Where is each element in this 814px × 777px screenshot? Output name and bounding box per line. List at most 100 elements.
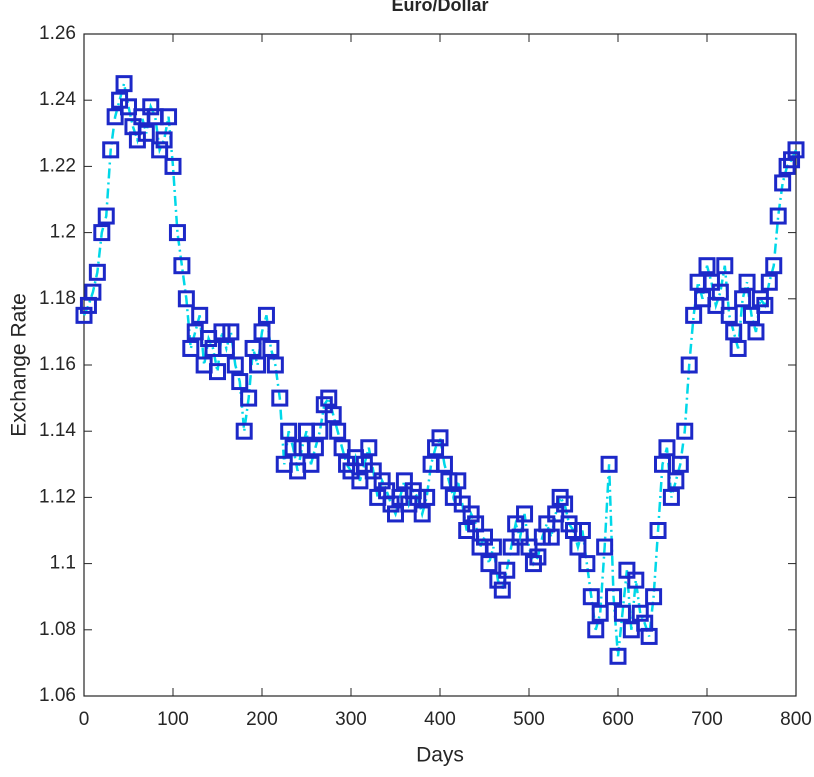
data-marker	[453, 495, 471, 513]
y-tick-label: 1.06	[39, 685, 76, 706]
data-marker	[75, 306, 93, 324]
y-tick-label: 1.2	[50, 222, 76, 243]
data-marker	[137, 124, 155, 142]
data-marker	[387, 505, 404, 523]
data-marker	[725, 323, 743, 341]
data-marker	[760, 273, 778, 291]
data-marker	[582, 588, 600, 606]
data-marker	[654, 455, 671, 473]
data-marker	[476, 528, 493, 546]
data-marker	[702, 273, 720, 291]
data-marker	[235, 422, 253, 440]
data-marker	[480, 555, 498, 573]
data-marker	[498, 561, 516, 579]
data-marker	[115, 75, 133, 93]
data-marker	[409, 488, 427, 506]
data-marker	[738, 273, 756, 291]
x-tick-label: 200	[246, 709, 278, 730]
data-marker	[155, 131, 173, 149]
y-tick-label: 1.26	[39, 23, 76, 44]
data-marker	[177, 290, 195, 308]
data-marker	[209, 363, 226, 381]
data-marker	[547, 505, 565, 523]
data-marker	[467, 515, 485, 533]
data-marker	[142, 98, 160, 116]
data-marker	[173, 257, 191, 275]
data-marker	[493, 581, 511, 599]
data-marker	[542, 528, 560, 546]
y-axis-label: Exchange Rate	[8, 293, 31, 437]
data-marker	[102, 141, 120, 159]
data-marker	[671, 455, 689, 473]
data-marker	[573, 522, 591, 539]
data-marker	[84, 283, 102, 301]
data-marker	[569, 538, 587, 556]
data-marker	[787, 141, 805, 159]
data-marker	[618, 561, 636, 579]
data-marker	[106, 108, 124, 126]
x-tick-label: 300	[335, 709, 367, 730]
data-marker	[774, 174, 792, 192]
data-marker	[231, 373, 249, 391]
data-marker	[360, 439, 378, 457]
data-marker	[591, 604, 609, 622]
data-marker	[440, 472, 458, 490]
data-marker	[529, 548, 547, 566]
data-marker	[97, 207, 115, 225]
data-marker	[627, 571, 645, 589]
y-tick-label: 1.24	[39, 89, 76, 110]
data-marker	[743, 306, 760, 324]
data-marker	[222, 323, 240, 341]
data-marker	[489, 571, 507, 589]
data-marker	[253, 323, 271, 341]
data-marker	[596, 538, 614, 556]
data-marker	[413, 505, 431, 523]
data-marker	[676, 422, 694, 440]
data-marker	[658, 439, 676, 457]
data-marker	[213, 323, 231, 341]
data-marker	[511, 528, 529, 546]
data-marker	[120, 98, 137, 116]
data-marker	[226, 356, 244, 374]
data-marker	[484, 538, 502, 556]
data-marker	[160, 108, 178, 126]
data-marker	[280, 422, 298, 440]
data-marker	[168, 224, 186, 242]
data-marker	[667, 472, 685, 490]
data-marker	[320, 389, 338, 407]
data-marker	[373, 472, 391, 490]
data-marker	[565, 522, 582, 539]
data-marker	[262, 339, 280, 357]
x-tick-label: 400	[424, 709, 456, 730]
data-marker	[191, 306, 209, 324]
data-marker	[333, 439, 351, 457]
data-marker	[734, 290, 752, 308]
data-marker	[587, 621, 605, 639]
data-marker	[698, 257, 716, 275]
data-marker	[600, 455, 618, 473]
x-tick-label: 0	[79, 709, 90, 730]
data-marker	[765, 257, 783, 275]
data-line	[82, 83, 798, 657]
data-marker	[271, 389, 289, 407]
data-marker	[418, 488, 436, 506]
x-tick-label: 100	[157, 709, 189, 730]
data-marker	[716, 257, 734, 275]
plot-area	[83, 33, 797, 697]
data-marker	[462, 505, 480, 523]
data-marker	[516, 505, 534, 523]
data-marker	[164, 157, 182, 175]
x-tick-label: 700	[691, 709, 723, 730]
data-marker	[613, 604, 631, 622]
data-marker	[329, 422, 347, 440]
y-tick-label: 1.14	[39, 420, 76, 441]
data-marker	[783, 151, 801, 169]
data-marker	[427, 439, 445, 457]
data-marker	[680, 356, 698, 374]
data-marker	[182, 339, 200, 357]
data-marker	[502, 538, 520, 556]
data-marker	[217, 339, 235, 357]
data-marker	[257, 306, 275, 324]
data-marker	[609, 647, 627, 665]
